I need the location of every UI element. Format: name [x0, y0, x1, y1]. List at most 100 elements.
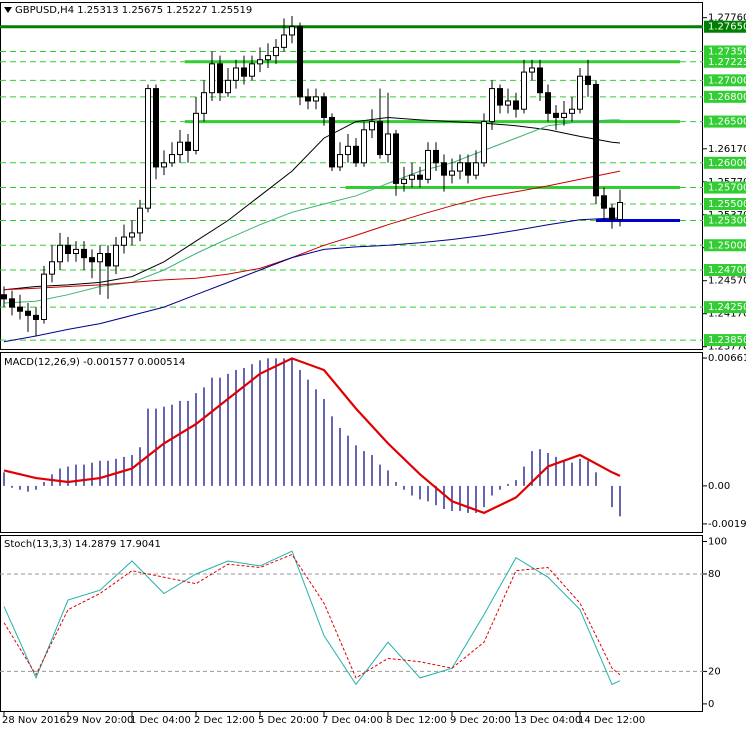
indicator-line — [3, 119, 620, 304]
candle-body — [289, 26, 295, 36]
candle-body — [145, 88, 151, 209]
level-label: 1.27000 — [708, 75, 746, 86]
candle-body — [553, 112, 559, 118]
y-tick-label: 1.24570 — [708, 276, 746, 287]
candle-body — [513, 100, 519, 110]
candle-body — [249, 63, 255, 77]
level-label: 1.27350 — [708, 46, 746, 57]
panel-plot — [0, 550, 703, 686]
level-label-box — [704, 181, 746, 194]
x-tick-label: 7 Dec 04:00 — [322, 715, 383, 726]
candle-body — [97, 253, 103, 263]
level-label-box — [704, 20, 746, 33]
candle-body — [457, 162, 463, 172]
level-label-box — [704, 156, 746, 169]
candle-body — [441, 162, 447, 176]
candle-body — [217, 63, 223, 94]
candle-body — [409, 174, 415, 180]
candle-body — [265, 55, 271, 61]
candle-body — [177, 141, 183, 156]
level-label: 1.23850 — [708, 335, 746, 346]
y-tick-label: 1.24170 — [708, 309, 746, 320]
candle-body — [585, 75, 591, 85]
candle-body — [465, 162, 471, 176]
candle-body — [369, 121, 375, 131]
candle-body — [449, 170, 455, 176]
x-tick-label: 1 Dec 04:00 — [130, 715, 191, 726]
candle-body — [161, 162, 167, 168]
candle-body — [601, 195, 607, 209]
level-label: 1.25500 — [708, 199, 746, 210]
candle-body — [273, 46, 279, 57]
candle-body — [81, 248, 87, 259]
candle-body — [33, 314, 39, 320]
candle-body — [609, 207, 615, 220]
indicator-line — [3, 217, 620, 343]
level-label: 1.25000 — [708, 240, 746, 251]
candle-body — [129, 232, 135, 238]
candle-body — [385, 133, 391, 156]
candle-body — [617, 201, 623, 220]
candle-body — [225, 79, 231, 94]
panel-plot — [0, 16, 703, 343]
candle-body — [497, 88, 503, 106]
y-tick-label: 1.23770 — [708, 342, 746, 353]
y-tick-label: 100 — [708, 536, 727, 547]
level-label: 1.26800 — [708, 92, 746, 103]
x-tick-label: 2 Dec 12:00 — [194, 715, 255, 726]
candle-body — [545, 92, 551, 114]
candle-body — [337, 154, 343, 168]
level-label-box — [704, 55, 746, 68]
candle-body — [321, 96, 327, 118]
candle-body — [193, 112, 199, 151]
y-tick-label: 1.26170 — [708, 144, 746, 155]
candle-body — [57, 244, 63, 263]
price-panel — [0, 2, 703, 350]
y-tick-label: -0.001968 — [708, 519, 746, 530]
candle-body — [329, 116, 335, 168]
plot-layer: 1.277601.261701.257701.253701.249701.245… — [0, 13, 746, 726]
candle-body — [353, 145, 359, 164]
candle-body — [41, 273, 47, 320]
y-tick-label: 0 — [708, 699, 714, 710]
title-icon — [4, 7, 12, 13]
candle-body — [417, 174, 423, 180]
level-label: 1.27225 — [708, 57, 746, 68]
candle-body — [121, 236, 127, 246]
level-label-box — [704, 198, 746, 211]
candle-body — [505, 100, 511, 106]
candle-body — [425, 149, 431, 180]
level-label: 1.26000 — [708, 158, 746, 169]
x-tick-label: 5 Dec 20:00 — [258, 715, 319, 726]
candle-body — [577, 75, 583, 110]
indicator-line — [3, 553, 621, 679]
candle-body — [569, 108, 575, 114]
level-label: 1.24700 — [708, 265, 746, 276]
candle-body — [1, 294, 7, 300]
candle-body — [49, 261, 55, 275]
level-label-box — [704, 214, 746, 227]
candle-body — [401, 178, 407, 184]
level-label: 1.27650 — [708, 22, 746, 33]
candle-body — [89, 257, 95, 263]
candle-body — [433, 149, 439, 164]
candle-body — [201, 92, 207, 114]
price-title: GBPUSD,H4 1.25313 1.25675 1.25227 1.2551… — [15, 5, 252, 16]
candle-body — [105, 253, 111, 267]
stoch-panel — [0, 535, 703, 712]
candle-body — [481, 121, 487, 164]
y-tick-label: 80 — [708, 569, 721, 580]
price-axis: 0.006618 0.00 -0.001968 — [703, 353, 746, 530]
level-label: 1.26500 — [708, 117, 746, 128]
candle-body — [73, 248, 79, 255]
candle-body — [17, 306, 23, 312]
candle-body — [233, 67, 239, 81]
candle-body — [241, 67, 247, 77]
candle-body — [473, 162, 479, 176]
candle-body — [297, 26, 303, 98]
x-tick-label: 14 Dec 12:00 — [578, 715, 645, 726]
candle-body — [377, 121, 383, 156]
indicator-line — [3, 550, 621, 686]
